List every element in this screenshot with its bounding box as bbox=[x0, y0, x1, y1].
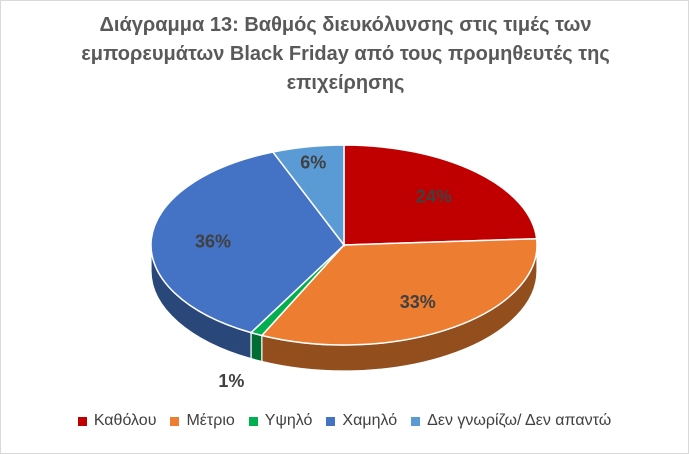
legend-label: Χαμηλό bbox=[342, 412, 398, 429]
data-label-υψηλό: 1% bbox=[218, 371, 244, 391]
legend-swatch bbox=[170, 416, 180, 426]
legend-item-μέτριο: Μέτριο bbox=[170, 412, 235, 430]
chart-title: Διάγραμμα 13: Βαθμός διευκόλυνσης στις τ… bbox=[81, 14, 610, 94]
legend-label: Δεν γνωρίζω/ Δεν απαντώ bbox=[427, 412, 612, 429]
data-label-χαμηλό: 36% bbox=[195, 232, 231, 252]
pie-slice-χαμηλό bbox=[150, 151, 346, 334]
pie-slice-δεν-γνωρίζω-δεν-απαντώ bbox=[271, 144, 345, 248]
legend-item-δεν-γνωρίζω-δεν-απαντώ: Δεν γνωρίζω/ Δεν απαντώ bbox=[411, 412, 611, 430]
legend-label: Μέτριο bbox=[186, 412, 235, 429]
legend-item-υψηλό: Υψηλό bbox=[248, 412, 313, 430]
pie-slice-μέτριο bbox=[260, 237, 538, 346]
legend-label: Υψηλό bbox=[264, 412, 313, 429]
legend-label: Καθόλου bbox=[93, 412, 157, 429]
data-label-μέτριο: 33% bbox=[400, 292, 436, 312]
legend-item-χαμηλό: Χαμηλό bbox=[326, 412, 397, 430]
legend-swatch bbox=[248, 416, 258, 426]
legend-item-καθόλου: Καθόλου bbox=[77, 412, 157, 430]
legend-swatch bbox=[411, 416, 421, 426]
legend-swatch bbox=[77, 416, 87, 426]
chart-legend: Καθόλου Μέτριο Υψηλό Χαμηλό Δεν γνωρίζω/ Δεν… bbox=[0, 412, 689, 430]
data-label-καθόλου: 24% bbox=[416, 186, 452, 206]
data-label-δεν-γνωρίζω-δεν-απαντώ: 6% bbox=[300, 153, 326, 173]
legend-swatch bbox=[326, 416, 336, 426]
pie-slice-καθόλου bbox=[343, 144, 538, 246]
pie-side-υψηλό bbox=[250, 331, 263, 363]
